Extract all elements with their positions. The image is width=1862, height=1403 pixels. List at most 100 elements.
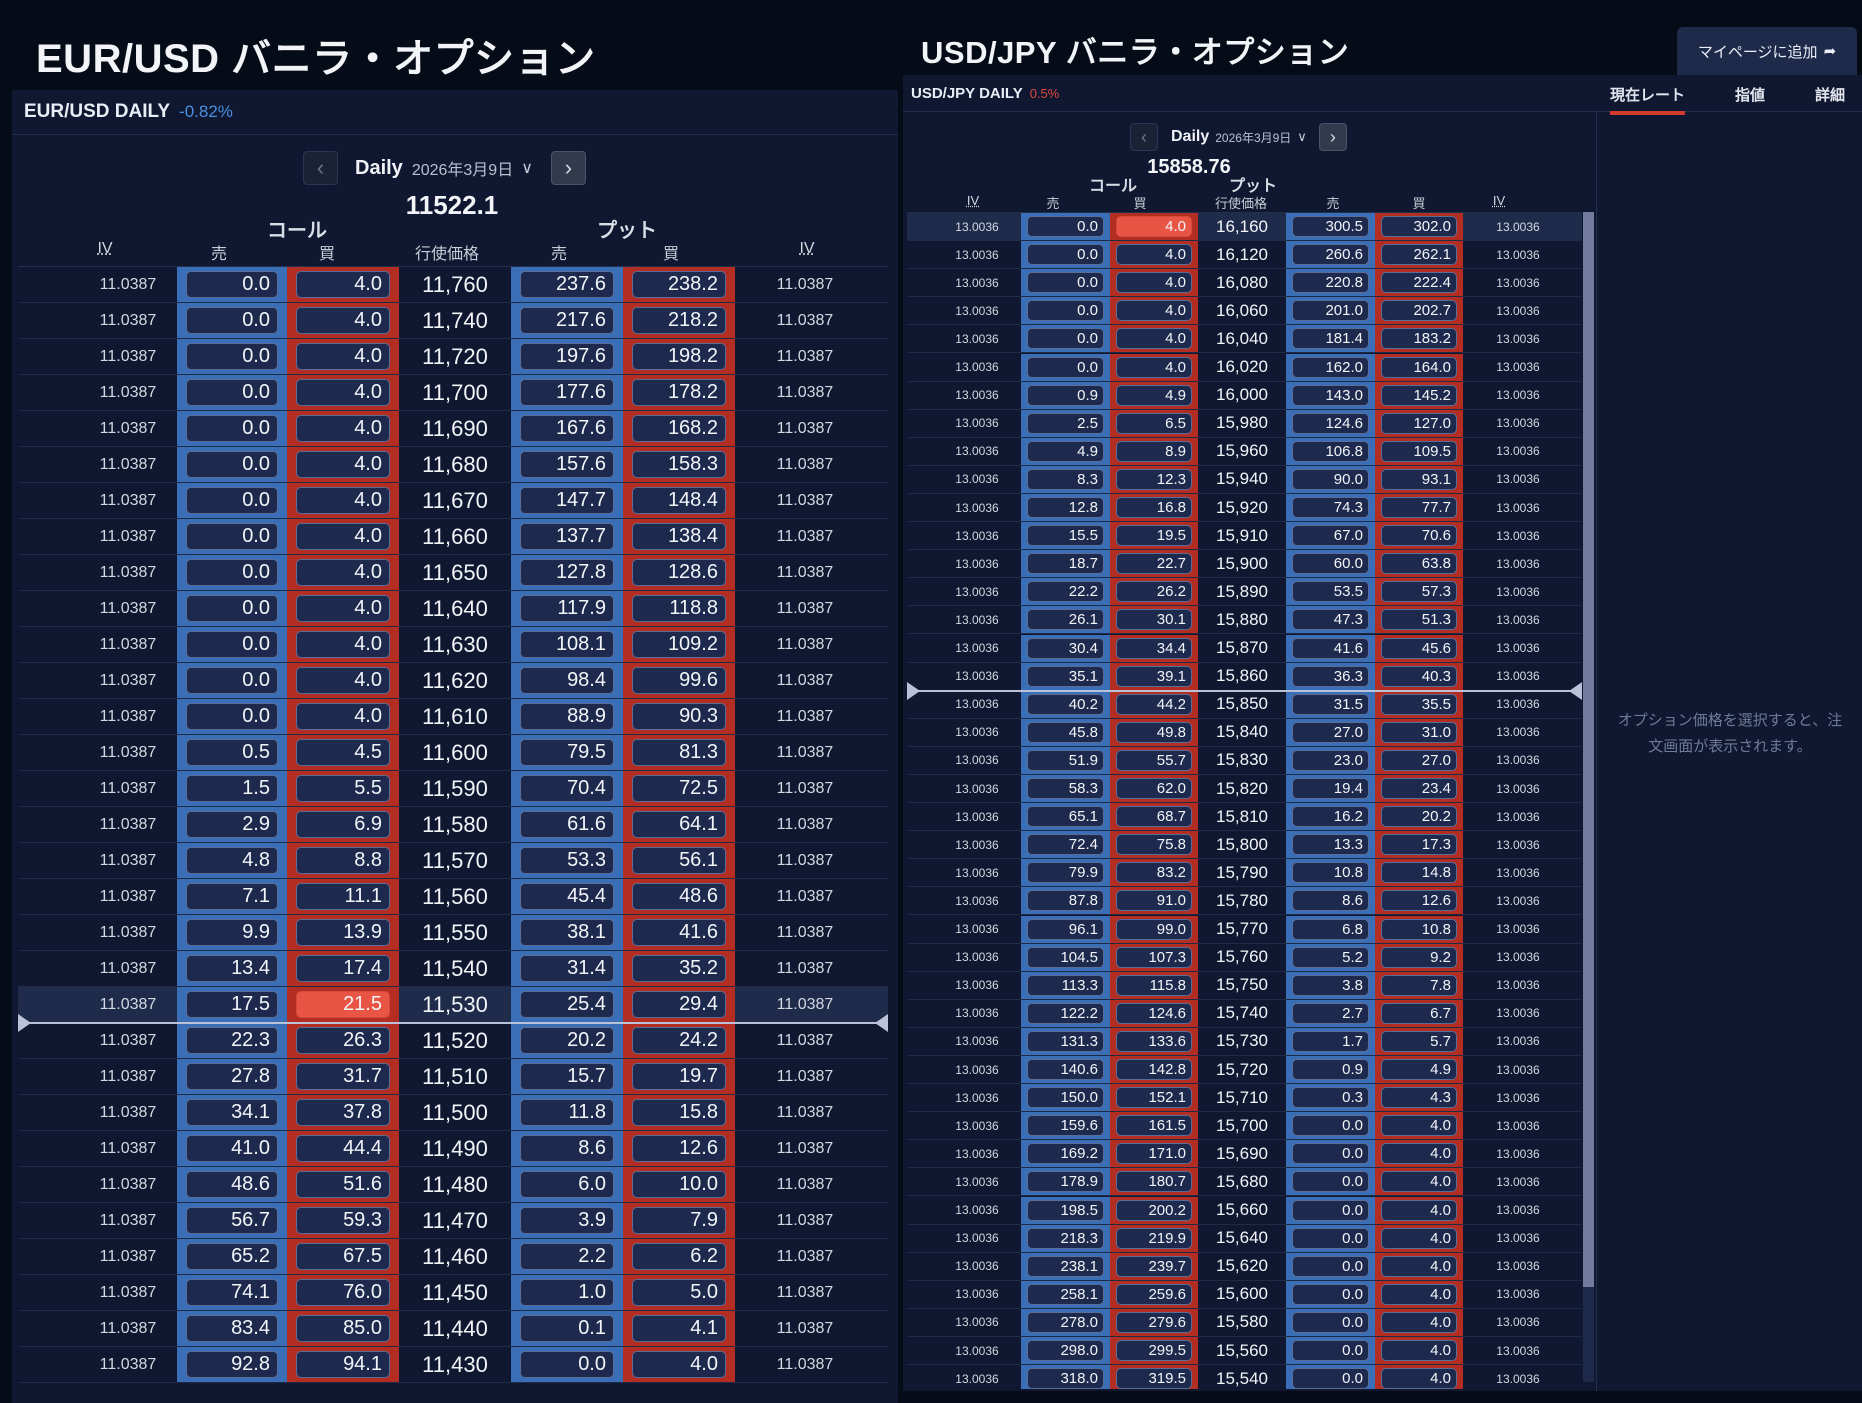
call-sell-price-button[interactable]: 1.5 bbox=[186, 775, 278, 802]
put-buy-price-button[interactable]: 81.3 bbox=[632, 739, 726, 766]
put-buy-price-button[interactable]: 20.2 bbox=[1381, 806, 1457, 828]
put-buy-price-button[interactable]: 138.4 bbox=[632, 523, 726, 550]
call-buy-price-button[interactable]: 4.0 bbox=[1116, 272, 1192, 294]
put-sell-price-button[interactable]: 25.4 bbox=[520, 991, 614, 1018]
put-buy-price-button[interactable]: 51.3 bbox=[1381, 609, 1457, 631]
call-sell-price-button[interactable]: 0.0 bbox=[1027, 216, 1104, 238]
call-sell-price-button[interactable]: 104.5 bbox=[1027, 946, 1104, 968]
call-buy-price-button[interactable]: 4.0 bbox=[1116, 244, 1192, 266]
call-buy-price-button[interactable]: 12.3 bbox=[1116, 468, 1192, 490]
put-buy-price-button[interactable]: 202.7 bbox=[1381, 300, 1457, 322]
call-sell-price-button[interactable]: 51.9 bbox=[1027, 749, 1104, 771]
put-buy-price-button[interactable]: 4.0 bbox=[1381, 1255, 1457, 1277]
put-buy-price-button[interactable]: 5.0 bbox=[632, 1279, 726, 1306]
call-buy-price-button[interactable]: 4.5 bbox=[296, 739, 390, 766]
call-sell-price-button[interactable]: 15.5 bbox=[1027, 525, 1104, 547]
put-buy-price-button[interactable]: 93.1 bbox=[1381, 468, 1457, 490]
call-buy-price-button[interactable]: 55.7 bbox=[1116, 749, 1192, 771]
put-buy-price-button[interactable]: 99.6 bbox=[632, 667, 726, 694]
call-buy-price-button[interactable]: 94.1 bbox=[296, 1351, 390, 1378]
put-buy-price-button[interactable]: 222.4 bbox=[1381, 272, 1457, 294]
call-buy-price-button[interactable]: 319.5 bbox=[1116, 1368, 1192, 1389]
call-sell-price-button[interactable]: 74.1 bbox=[186, 1279, 278, 1306]
put-sell-price-button[interactable]: 143.0 bbox=[1292, 384, 1369, 406]
call-buy-price-button[interactable]: 26.2 bbox=[1116, 581, 1192, 603]
put-buy-price-button[interactable]: 57.3 bbox=[1381, 581, 1457, 603]
put-sell-price-button[interactable]: 0.0 bbox=[1292, 1171, 1369, 1193]
put-buy-price-button[interactable]: 6.2 bbox=[632, 1243, 726, 1270]
put-sell-price-button[interactable]: 90.0 bbox=[1292, 468, 1369, 490]
call-buy-price-button[interactable]: 4.0 bbox=[296, 703, 390, 730]
put-sell-price-button[interactable]: 0.1 bbox=[520, 1315, 614, 1342]
put-buy-price-button[interactable]: 145.2 bbox=[1381, 384, 1457, 406]
put-buy-price-button[interactable]: 14.8 bbox=[1381, 862, 1457, 884]
call-buy-price-button[interactable]: 133.6 bbox=[1116, 1030, 1192, 1052]
call-buy-price-button[interactable]: 4.0 bbox=[1116, 328, 1192, 350]
put-buy-price-button[interactable]: 27.0 bbox=[1381, 749, 1457, 771]
put-buy-price-button[interactable]: 4.0 bbox=[1381, 1143, 1457, 1165]
put-sell-price-button[interactable]: 6.8 bbox=[1292, 918, 1369, 940]
put-sell-price-button[interactable]: 181.4 bbox=[1292, 328, 1369, 350]
put-buy-price-button[interactable]: 40.3 bbox=[1381, 665, 1457, 687]
call-buy-price-button[interactable]: 4.0 bbox=[296, 307, 390, 334]
eur-date-label[interactable]: 2026年3月9日 bbox=[411, 162, 514, 179]
call-sell-price-button[interactable]: 27.8 bbox=[186, 1063, 278, 1090]
call-sell-price-button[interactable]: 2.5 bbox=[1027, 412, 1104, 434]
call-buy-price-button[interactable]: 49.8 bbox=[1116, 721, 1192, 743]
call-buy-price-button[interactable]: 21.5 bbox=[296, 991, 390, 1018]
call-sell-price-button[interactable]: 278.0 bbox=[1027, 1311, 1104, 1333]
call-buy-price-button[interactable]: 279.6 bbox=[1116, 1311, 1192, 1333]
call-buy-price-button[interactable]: 299.5 bbox=[1116, 1340, 1192, 1362]
put-buy-price-button[interactable]: 64.1 bbox=[632, 811, 726, 838]
call-buy-price-button[interactable]: 44.2 bbox=[1116, 693, 1192, 715]
call-buy-price-button[interactable]: 259.6 bbox=[1116, 1283, 1192, 1305]
call-buy-price-button[interactable]: 30.1 bbox=[1116, 609, 1192, 631]
call-buy-price-button[interactable]: 44.4 bbox=[296, 1135, 390, 1162]
put-sell-price-button[interactable]: 74.3 bbox=[1292, 497, 1369, 519]
call-buy-price-button[interactable]: 37.8 bbox=[296, 1099, 390, 1126]
call-sell-price-button[interactable]: 0.0 bbox=[186, 595, 278, 622]
put-buy-price-button[interactable]: 63.8 bbox=[1381, 553, 1457, 575]
put-sell-price-button[interactable]: 60.0 bbox=[1292, 553, 1369, 575]
put-buy-price-button[interactable]: 7.8 bbox=[1381, 974, 1457, 996]
call-sell-price-button[interactable]: 159.6 bbox=[1027, 1115, 1104, 1137]
put-sell-price-button[interactable]: 47.3 bbox=[1292, 609, 1369, 631]
put-sell-price-button[interactable]: 79.5 bbox=[520, 739, 614, 766]
put-sell-price-button[interactable]: 3.8 bbox=[1292, 974, 1369, 996]
put-sell-price-button[interactable]: 0.0 bbox=[1292, 1115, 1369, 1137]
put-sell-price-button[interactable]: 2.7 bbox=[1292, 1002, 1369, 1024]
call-buy-price-button[interactable]: 31.7 bbox=[296, 1063, 390, 1090]
call-sell-price-button[interactable]: 0.0 bbox=[186, 307, 278, 334]
call-sell-price-button[interactable]: 0.0 bbox=[186, 559, 278, 586]
call-sell-price-button[interactable]: 40.2 bbox=[1027, 693, 1104, 715]
put-sell-price-button[interactable]: 167.6 bbox=[520, 415, 614, 442]
put-sell-price-button[interactable]: 27.0 bbox=[1292, 721, 1369, 743]
put-sell-price-button[interactable]: 0.0 bbox=[1292, 1143, 1369, 1165]
call-buy-price-button[interactable]: 4.0 bbox=[296, 379, 390, 406]
call-buy-price-button[interactable]: 4.0 bbox=[296, 667, 390, 694]
put-buy-price-button[interactable]: 48.6 bbox=[632, 883, 726, 910]
call-sell-price-button[interactable]: 318.0 bbox=[1027, 1368, 1104, 1389]
put-buy-price-button[interactable]: 5.7 bbox=[1381, 1030, 1457, 1052]
call-sell-price-button[interactable]: 79.9 bbox=[1027, 862, 1104, 884]
call-buy-price-button[interactable]: 67.5 bbox=[296, 1243, 390, 1270]
call-buy-price-button[interactable]: 75.8 bbox=[1116, 834, 1192, 856]
call-buy-price-button[interactable]: 4.0 bbox=[1116, 300, 1192, 322]
scrollbar-thumb[interactable] bbox=[1583, 212, 1594, 1287]
tab-limit[interactable]: 指値 bbox=[1735, 87, 1766, 104]
call-buy-price-button[interactable]: 161.5 bbox=[1116, 1115, 1192, 1137]
call-sell-price-button[interactable]: 22.3 bbox=[186, 1027, 278, 1054]
eur-next-date-button[interactable]: › bbox=[550, 151, 586, 185]
call-sell-price-button[interactable]: 58.3 bbox=[1027, 778, 1104, 800]
put-buy-price-button[interactable]: 178.2 bbox=[632, 379, 726, 406]
call-sell-price-button[interactable]: 72.4 bbox=[1027, 834, 1104, 856]
chevron-down-icon[interactable]: ∨ bbox=[1297, 129, 1307, 144]
call-buy-price-button[interactable]: 39.1 bbox=[1116, 665, 1192, 687]
put-sell-price-button[interactable]: 237.6 bbox=[520, 271, 614, 298]
call-buy-price-button[interactable]: 4.0 bbox=[1116, 356, 1192, 378]
put-buy-price-button[interactable]: 45.6 bbox=[1381, 637, 1457, 659]
call-buy-price-button[interactable]: 85.0 bbox=[296, 1315, 390, 1342]
call-sell-price-button[interactable]: 0.5 bbox=[186, 739, 278, 766]
call-sell-price-button[interactable]: 258.1 bbox=[1027, 1283, 1104, 1305]
put-buy-price-button[interactable]: 23.4 bbox=[1381, 778, 1457, 800]
